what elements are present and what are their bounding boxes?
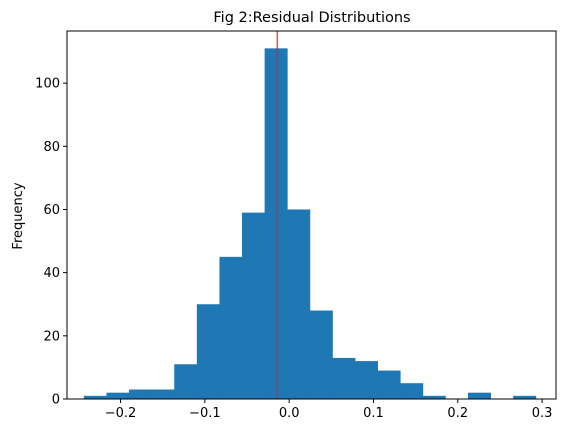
y-tick-label: 60	[43, 203, 60, 218]
y-tick-label: 100	[35, 77, 60, 92]
x-tick-label: 0.3	[532, 406, 553, 421]
y-axis-ticks: 0 20 40 60 80 100	[35, 77, 67, 408]
histogram-bar	[242, 212, 266, 399]
histogram-bar	[264, 48, 288, 400]
chart-title: Fig 2:Residual Distributions	[213, 10, 410, 26]
histogram-bar	[355, 361, 378, 399]
histogram-bar	[400, 383, 424, 399]
x-axis-ticks: −0.2 −0.1 0.0 0.1 0.2 0.3	[105, 399, 553, 421]
histogram-bar	[422, 395, 446, 399]
histogram-bar	[377, 370, 401, 399]
y-tick-label: 20	[43, 329, 60, 344]
x-tick-label: −0.1	[189, 406, 221, 421]
histogram-bar	[129, 389, 153, 399]
y-axis-label: Frequency	[11, 182, 26, 249]
x-tick-label: −0.2	[105, 406, 137, 421]
histogram-bar	[151, 389, 175, 399]
y-tick-label: 80	[43, 140, 60, 155]
plot-frame	[66, 30, 557, 400]
histogram-bar	[174, 364, 198, 399]
histogram-bar	[332, 357, 356, 399]
histogram-bar	[219, 256, 243, 399]
x-tick-label: 0.2	[447, 406, 468, 421]
histogram-bar	[309, 310, 333, 399]
histogram-bar	[287, 209, 311, 399]
histogram-bars	[83, 48, 537, 400]
histogram-bar	[196, 304, 220, 399]
y-tick-label: 0	[52, 393, 60, 408]
x-tick-label: 0.1	[363, 406, 384, 421]
y-tick-label: 40	[43, 266, 60, 281]
histogram-bar	[467, 392, 491, 399]
histogram-bar	[83, 395, 107, 399]
histogram-bar	[513, 395, 537, 399]
x-tick-label: 0.0	[279, 406, 300, 421]
histogram-bar	[106, 392, 130, 399]
